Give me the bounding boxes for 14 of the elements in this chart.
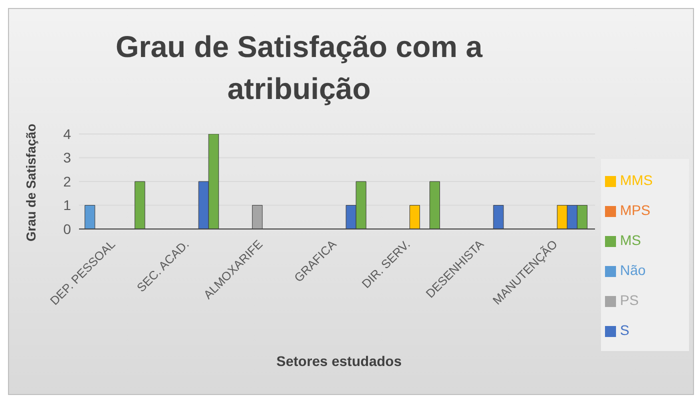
y-tick-label: 2	[63, 173, 72, 190]
y-tick-label: 0	[63, 220, 72, 237]
legend-label: PS	[620, 292, 639, 308]
legend-label: Não	[620, 262, 646, 278]
legend-label: S	[620, 322, 630, 338]
x-axis-title: Setores estudados	[275, 353, 403, 369]
y-axis-title: Grau de Satisfação	[24, 124, 39, 242]
legend-label: MMS	[620, 172, 653, 188]
y-tick-label: 4	[63, 126, 72, 142]
chart-title: Grau de Satisfação com a atribuição	[114, 30, 484, 108]
legend-label: MS	[620, 232, 641, 248]
legend-label: MPS	[620, 202, 650, 218]
y-tick-label: 1	[63, 197, 72, 214]
y-tick-label: 3	[63, 150, 72, 166]
